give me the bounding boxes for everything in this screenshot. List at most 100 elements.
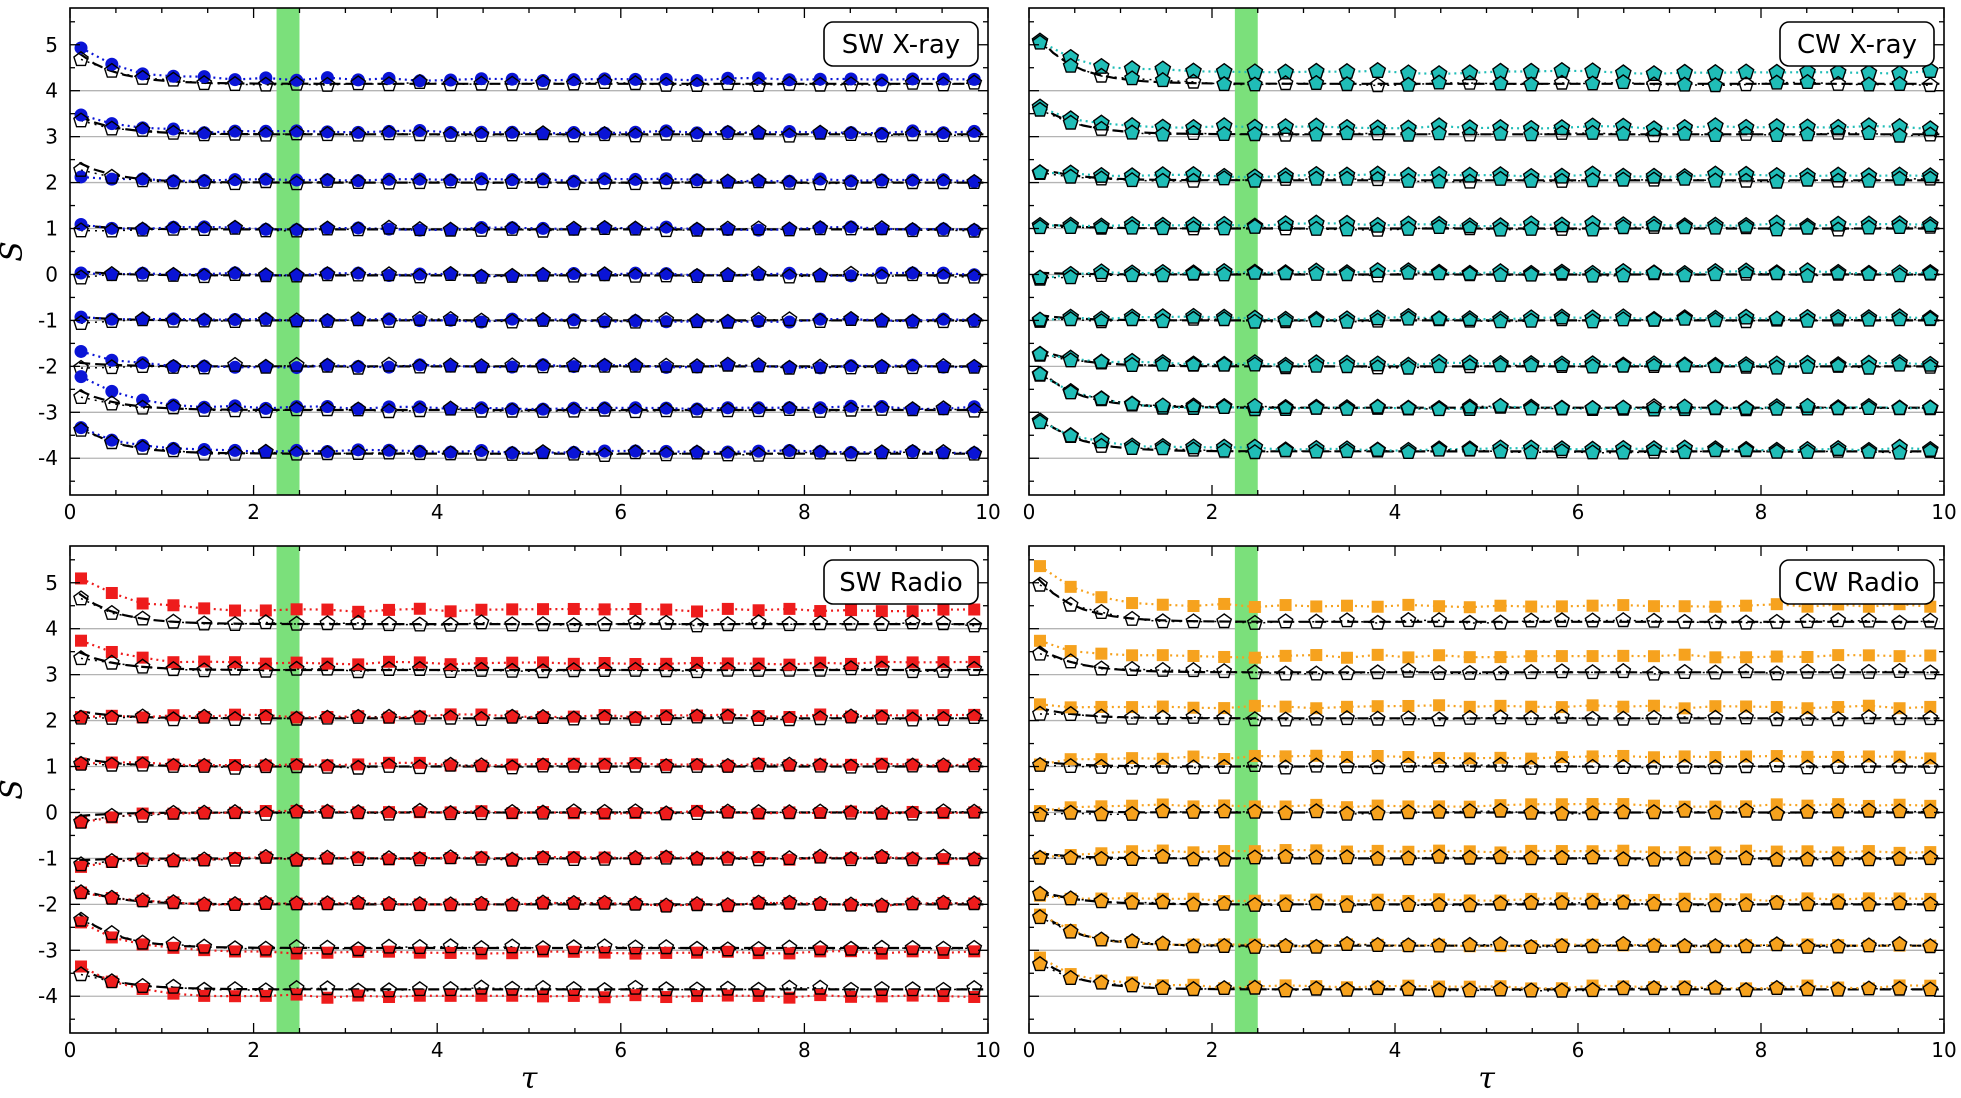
data-point-open <box>1645 127 1662 143</box>
data-point-open <box>411 896 428 912</box>
data-point <box>1553 308 1571 325</box>
data-point-open <box>1584 267 1601 283</box>
data-point-open <box>1615 804 1632 820</box>
data-point <box>690 402 704 416</box>
data-point-open <box>966 445 983 461</box>
data-point <box>691 852 704 865</box>
data-point-open <box>565 850 582 866</box>
data-point <box>1678 600 1691 613</box>
data-point-open <box>781 443 798 459</box>
data-point-open <box>381 312 398 328</box>
data-point-open <box>966 74 983 90</box>
data-point-open <box>966 222 983 238</box>
data-point-open <box>1891 895 1908 911</box>
data-point <box>383 898 396 911</box>
data-point-open <box>904 401 921 417</box>
data-point-open <box>1922 76 1939 93</box>
data-point-open <box>843 896 860 912</box>
data-point-open <box>411 444 428 461</box>
data-point-open <box>689 444 706 460</box>
data-point-open <box>227 75 244 91</box>
data-point <box>259 604 272 617</box>
data-point <box>567 657 580 670</box>
x-tick-label: 10 <box>1931 500 1956 524</box>
data-point <box>320 358 334 372</box>
data-point-open <box>1400 443 1417 459</box>
data-point <box>474 172 488 186</box>
data-point-open <box>473 979 490 995</box>
data-point-open <box>1830 981 1847 997</box>
data-point-open <box>1062 384 1079 400</box>
data-point-open <box>658 614 675 630</box>
data-point <box>105 384 119 398</box>
data-point-open <box>350 266 367 282</box>
data-point-open <box>596 661 613 677</box>
x-axis-label: τ <box>521 1061 538 1096</box>
data-point <box>74 310 88 324</box>
data-point <box>1248 749 1261 762</box>
data-point <box>136 356 150 370</box>
data-point-open <box>1062 114 1079 130</box>
data-point-open <box>1615 399 1632 415</box>
data-point-open <box>1031 756 1048 772</box>
data-point <box>691 898 704 911</box>
data-point-open <box>350 444 367 460</box>
data-point-open <box>1830 894 1847 910</box>
data-point <box>844 445 858 459</box>
data-point-open <box>1369 979 1386 996</box>
data-point <box>1740 651 1753 664</box>
data-point <box>1829 166 1847 183</box>
data-point-open <box>966 851 983 867</box>
series-line <box>1039 956 1931 990</box>
data-point-open <box>1246 264 1263 280</box>
data-point <box>967 72 981 86</box>
data-point-open <box>873 660 890 676</box>
data-point-open <box>165 852 182 868</box>
data-point-open <box>350 804 367 820</box>
data-point-open <box>1707 614 1724 630</box>
data-point <box>844 312 858 326</box>
data-point-open <box>658 939 675 955</box>
data-point <box>74 217 88 231</box>
data-point-open <box>1799 710 1816 726</box>
data-point <box>413 852 426 865</box>
data-point-open <box>1431 848 1448 864</box>
data-point <box>167 854 180 867</box>
data-point-open <box>1830 612 1847 628</box>
data-point-open <box>227 981 244 997</box>
data-point <box>382 400 396 414</box>
data-point-open <box>411 759 428 775</box>
data-point-open <box>103 654 120 670</box>
data-point-open <box>442 445 459 461</box>
data-point-open <box>812 175 829 191</box>
data-point-open <box>134 172 151 188</box>
data-point-open <box>1093 170 1110 186</box>
data-point-open <box>1553 805 1570 821</box>
data-point-open <box>565 175 582 191</box>
data-point <box>906 852 919 865</box>
series-line <box>1039 802 1931 813</box>
data-point-open <box>1738 709 1755 725</box>
data-point-open <box>1553 757 1570 773</box>
data-point <box>474 360 488 374</box>
data-point-open <box>319 445 336 461</box>
data-point <box>198 806 211 819</box>
data-point-open <box>1369 710 1386 726</box>
data-point <box>413 756 426 769</box>
data-point <box>1709 751 1722 764</box>
data-point-open <box>227 219 244 235</box>
data-point <box>906 945 919 958</box>
data-point-open <box>196 708 213 724</box>
data-point <box>782 124 796 138</box>
data-point-open <box>350 359 367 375</box>
data-point-open <box>411 402 428 418</box>
series-line <box>1039 353 1931 367</box>
data-point-open <box>1922 938 1939 954</box>
data-point-open <box>843 660 860 676</box>
data-point <box>1279 750 1292 763</box>
data-point <box>321 946 334 959</box>
series-line <box>80 965 975 999</box>
data-point-open <box>381 938 398 954</box>
data-point <box>1553 216 1571 233</box>
data-point-open <box>1431 74 1448 90</box>
